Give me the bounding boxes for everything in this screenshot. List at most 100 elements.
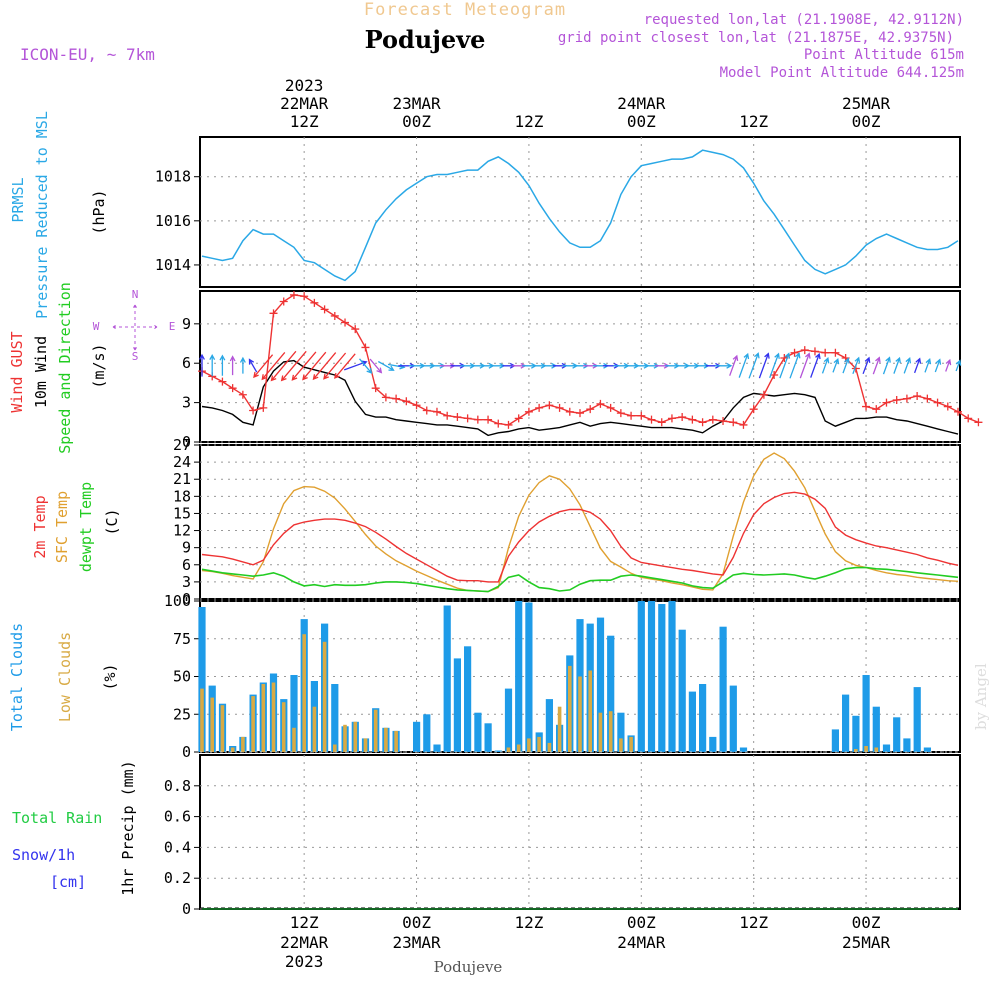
y-tick-label: 6 bbox=[182, 556, 191, 574]
gust-marker bbox=[739, 420, 748, 429]
y-tick-label: 9 bbox=[182, 539, 191, 557]
low-cloud-bar bbox=[210, 697, 214, 752]
bottom-date-label: 23MAR bbox=[392, 933, 441, 952]
wind-arrow bbox=[789, 352, 801, 379]
gust-marker bbox=[453, 413, 462, 422]
low-cloud-bar bbox=[230, 747, 235, 752]
total-cloud-bar bbox=[862, 675, 870, 752]
gust-marker bbox=[259, 403, 268, 412]
low-cloud-bar bbox=[322, 641, 327, 752]
low-cloud-bar bbox=[384, 727, 388, 752]
total-cloud-bar bbox=[607, 635, 615, 752]
gust-marker bbox=[616, 409, 625, 418]
gust-marker bbox=[954, 407, 962, 416]
gust-marker bbox=[443, 411, 452, 420]
low-cloud-bar bbox=[220, 705, 225, 752]
wind-arrow bbox=[748, 352, 760, 379]
y-tick-label: 0 bbox=[182, 590, 191, 608]
wind-arrow bbox=[903, 357, 912, 374]
label-precip-mm: 1hr Precip (mm) bbox=[119, 760, 137, 895]
wind-arrow bbox=[377, 360, 395, 371]
gust-marker bbox=[473, 415, 482, 424]
model-label: ICON-EU, ~ 7km bbox=[20, 45, 155, 64]
total-cloud-bar bbox=[668, 601, 676, 752]
label-total-rain: Total Rain bbox=[12, 809, 102, 827]
wind-arrow bbox=[862, 356, 871, 375]
gust-marker bbox=[545, 401, 554, 410]
gust-marker bbox=[821, 348, 830, 357]
gust-marker bbox=[555, 403, 564, 412]
wind-arrow bbox=[492, 362, 506, 369]
gust-marker bbox=[463, 414, 472, 423]
gust-marker bbox=[484, 415, 493, 424]
wind-arrow bbox=[334, 353, 356, 379]
bottom-date-label: 25MAR bbox=[842, 933, 891, 952]
low-cloud-bar bbox=[557, 706, 562, 752]
requested-coords: requested lon,lat (21.1908E, 42.9112N) bbox=[644, 12, 964, 28]
label-pressure-msl: Pressure Reduced to MSL bbox=[33, 111, 51, 319]
low-cloud-bar bbox=[527, 738, 531, 752]
y-tick-label: 0.6 bbox=[164, 808, 191, 826]
y-tick-label: 24 bbox=[173, 453, 191, 471]
gust-marker bbox=[494, 419, 503, 428]
total-cloud-bar bbox=[617, 712, 625, 752]
low-cloud-bar bbox=[353, 721, 358, 752]
bottom-hour-label: 12Z bbox=[514, 913, 543, 932]
sfc-temp-line bbox=[201, 452, 959, 593]
panel-frame bbox=[199, 136, 961, 288]
low-cloud-bar bbox=[302, 634, 306, 752]
y-tick-label: 15 bbox=[173, 504, 191, 522]
wind-arrow bbox=[799, 352, 811, 379]
wind-arrow bbox=[715, 362, 733, 369]
total-cloud-bar bbox=[494, 750, 502, 752]
wind-arrow bbox=[913, 357, 922, 374]
label-dewpt-temp: dewpt Temp bbox=[77, 482, 95, 572]
low-cloud-bar bbox=[854, 749, 858, 752]
gust-marker bbox=[678, 413, 687, 422]
wind-arrow bbox=[729, 354, 739, 376]
gust-marker bbox=[647, 415, 656, 424]
wind-arrow bbox=[686, 362, 700, 369]
wind-arrow bbox=[270, 350, 297, 382]
gust-marker bbox=[300, 292, 309, 301]
gust-marker bbox=[351, 325, 360, 334]
low-cloud-bar bbox=[516, 744, 521, 752]
total-cloud-bar bbox=[852, 715, 860, 752]
top-date-label: 24MAR bbox=[617, 94, 666, 113]
low-cloud-bar bbox=[363, 738, 368, 752]
gust-marker bbox=[933, 398, 942, 407]
label-10m-wind: 10m Wind bbox=[32, 336, 50, 408]
y-tick-label: 3 bbox=[182, 573, 191, 591]
panel-3: 0 25 50 75 100 bbox=[164, 592, 961, 761]
total-cloud-bar bbox=[923, 747, 931, 752]
y-tick-label: 9 bbox=[182, 315, 191, 333]
wind-speed-line bbox=[201, 359, 959, 437]
label-prmsl: PRMSL bbox=[9, 177, 27, 222]
gust-marker bbox=[790, 348, 799, 357]
label-sfc-temp: SFC Temp bbox=[53, 491, 71, 563]
total-cloud-bar bbox=[719, 626, 727, 752]
gust-marker bbox=[412, 401, 421, 410]
total-cloud-bar bbox=[842, 694, 850, 752]
faded-title: Forecast Meteogram bbox=[364, 0, 566, 20]
label-snow-cm: [cm] bbox=[50, 873, 86, 891]
total-cloud-bar bbox=[699, 684, 707, 752]
dewpt-line bbox=[201, 566, 959, 593]
gust-marker bbox=[218, 377, 227, 386]
bottom-hour-label: 00Z bbox=[402, 913, 431, 932]
gust-marker bbox=[749, 405, 758, 414]
compass-rose: N S W E bbox=[93, 288, 176, 363]
wind-arrow bbox=[199, 353, 205, 377]
gust-marker bbox=[708, 415, 717, 424]
total-cloud-bar bbox=[913, 687, 921, 752]
wind-arrow bbox=[882, 356, 891, 375]
low-cloud-bar bbox=[578, 676, 582, 752]
total-cloud-bar bbox=[882, 744, 891, 752]
compass-e: E bbox=[169, 320, 176, 333]
gust-marker bbox=[341, 318, 350, 327]
y-tick-label: 1016 bbox=[155, 212, 191, 230]
location-title: Podujeve bbox=[365, 25, 486, 54]
gust-marker bbox=[892, 395, 901, 404]
top-hour-label: 00Z bbox=[627, 112, 656, 131]
